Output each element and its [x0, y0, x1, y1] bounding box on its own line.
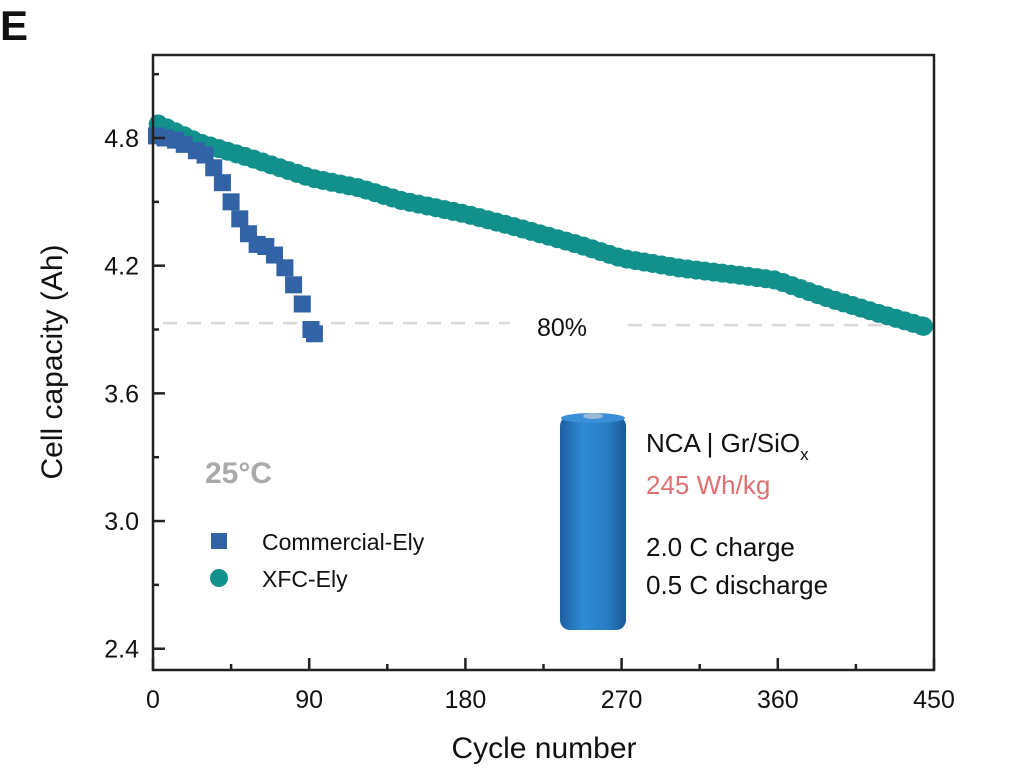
y-tick-label: 4.8	[104, 125, 139, 153]
chemistry-label: NCA | Gr/SiOx	[646, 428, 809, 464]
x-axis-title: Cycle number	[451, 732, 636, 765]
chemistry-main: NCA | Gr/SiO	[646, 428, 800, 458]
x-tick-label: 0	[146, 686, 160, 714]
temperature-label: 25°C	[205, 457, 272, 490]
x-tick-label: 90	[295, 686, 323, 714]
x-tick-label: 360	[757, 686, 799, 714]
commercial-ely-point	[213, 174, 231, 192]
commercial-ely-point	[231, 210, 249, 228]
discharge-rate-label: 0.5 C discharge	[646, 570, 828, 600]
reference-line-label: 80%	[537, 314, 587, 342]
x-tick-label: 270	[601, 686, 643, 714]
legend-marker-xfc-ely	[210, 569, 228, 587]
x-tick-label: 450	[913, 686, 955, 714]
charge-rate-label: 2.0 C charge	[646, 532, 795, 562]
commercial-ely-point	[305, 325, 323, 343]
commercial-ely-point	[205, 159, 223, 177]
commercial-ely-point	[293, 295, 311, 313]
chemistry-subscript: x	[800, 445, 809, 464]
y-axis-title: Cell capacity (Ah)	[36, 244, 69, 479]
legend-label-xfc-ely: XFC-Ely	[262, 566, 348, 592]
legend: Commercial-Ely XFC-Ely	[210, 529, 425, 592]
y-tick-label: 4.2	[104, 253, 139, 281]
battery-cell-icon	[560, 413, 626, 630]
legend-label-commercial-ely: Commercial-Ely	[262, 529, 425, 555]
commercial-ely-point	[265, 246, 283, 264]
y-tick-label: 3.0	[104, 508, 139, 536]
commercial-ely-point	[276, 259, 294, 277]
y-tick-label: 2.4	[104, 636, 139, 664]
commercial-ely-point	[285, 276, 303, 294]
xfc-ely-point	[914, 316, 934, 336]
legend-marker-commercial-ely	[211, 533, 227, 549]
panel-label: E	[0, 2, 28, 49]
x-tick-label: 180	[445, 686, 487, 714]
commercial-ely-point	[196, 146, 214, 164]
energy-density-label: 245 Wh/kg	[646, 470, 770, 500]
commercial-ely-point	[222, 193, 240, 211]
y-tick-label: 3.6	[104, 380, 139, 408]
